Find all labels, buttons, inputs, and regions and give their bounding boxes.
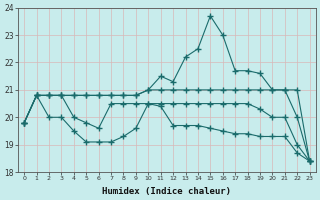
X-axis label: Humidex (Indice chaleur): Humidex (Indice chaleur) (102, 187, 231, 196)
